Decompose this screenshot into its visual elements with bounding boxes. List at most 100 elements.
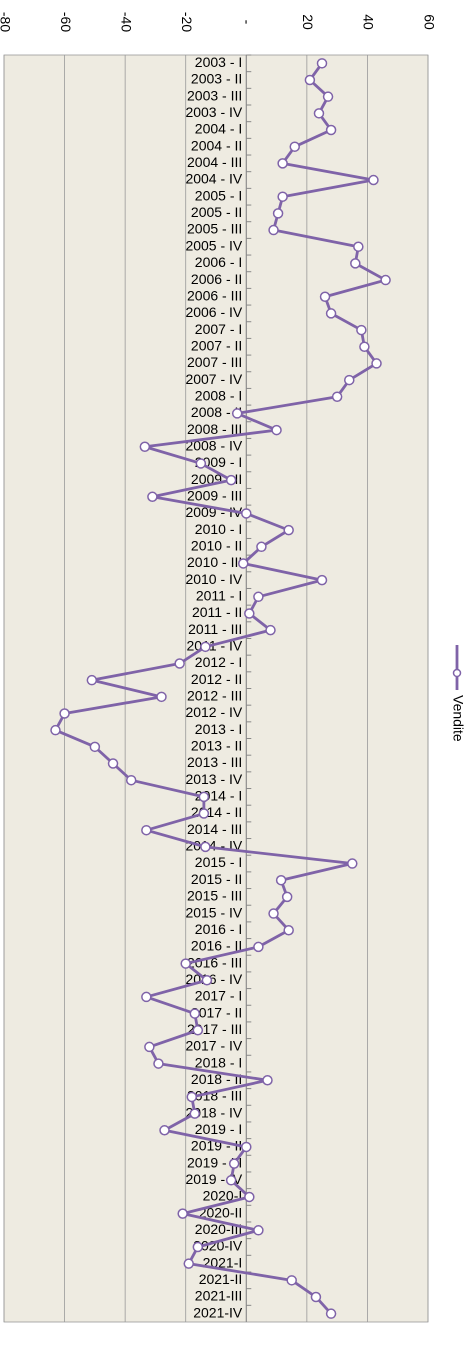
data-point <box>201 974 213 986</box>
x-tick-label: 2006 - IV <box>185 304 242 320</box>
data-point <box>198 808 210 819</box>
data-point <box>141 824 152 836</box>
data-point <box>183 1258 194 1269</box>
x-tick-label: 2012 - IV <box>185 704 242 720</box>
x-tick-label: 2012 - III <box>187 688 242 704</box>
data-point <box>141 991 152 1003</box>
data-point <box>253 1225 264 1236</box>
data-point <box>371 358 382 369</box>
x-tick-label: 2008 - II <box>191 404 242 420</box>
data-point <box>198 791 210 803</box>
data-point <box>319 291 331 302</box>
data-point <box>192 1241 204 1253</box>
data-point <box>177 1208 188 1219</box>
x-tick-label: 2007 - II <box>191 337 242 353</box>
x-tick-label: 2016 - II <box>191 938 242 954</box>
x-tick-label: 2013 - II <box>191 738 242 754</box>
x-tick-label: 2003 - III <box>187 87 242 103</box>
data-point <box>139 441 151 453</box>
data-point <box>359 341 370 352</box>
x-tick-label: 2013 - I <box>195 721 242 737</box>
data-point <box>277 191 288 202</box>
data-point <box>281 891 293 903</box>
x-tick-label: 2020-III <box>195 1221 242 1237</box>
data-point <box>325 124 337 136</box>
data-point <box>368 174 379 186</box>
data-point <box>238 558 249 569</box>
x-tick-label: 2012 - I <box>195 654 242 670</box>
data-point <box>189 1108 201 1119</box>
data-point <box>380 274 391 286</box>
data-point <box>304 74 316 86</box>
data-point <box>322 91 334 102</box>
data-point <box>265 624 276 636</box>
data-point <box>153 1058 164 1069</box>
data-point <box>244 608 255 619</box>
data-point <box>262 1075 273 1086</box>
data-point <box>228 1158 240 1169</box>
data-point <box>356 324 367 336</box>
x-tick-label: 2015 - II <box>191 871 242 887</box>
x-tick-label: 2008 - III <box>187 421 242 437</box>
data-point <box>241 508 252 519</box>
x-tick-label: 2008 - I <box>195 387 242 403</box>
x-tick-label: 2019 - III <box>187 1154 242 1170</box>
x-tick-label: 2016 - I <box>195 921 242 937</box>
data-point <box>286 1275 297 1286</box>
x-tick-label: 2015 - IV <box>185 904 242 920</box>
data-point <box>271 424 282 436</box>
x-tick-label: 2012 - II <box>191 671 242 687</box>
data-point <box>353 241 364 252</box>
x-tick-label: 2008 - IV <box>185 437 242 453</box>
x-tick-label: 2005 - IV <box>185 237 242 253</box>
x-tick-label: 2011 - I <box>196 588 242 604</box>
data-point <box>289 141 300 152</box>
data-point <box>89 741 101 753</box>
x-tick-label: 2013 - IV <box>185 771 242 787</box>
y-tick-label: -20 <box>179 12 195 32</box>
x-tick-label: 2020-I <box>203 1188 243 1204</box>
data-point <box>316 58 328 69</box>
x-tick-label: 2007 - I <box>195 321 242 337</box>
x-tick-label: 2017 - IV <box>185 1038 242 1054</box>
x-tick-label: 2010 - I <box>195 521 242 537</box>
data-point <box>107 758 119 769</box>
data-point <box>189 1008 201 1019</box>
data-point <box>253 941 264 953</box>
data-point <box>313 108 325 119</box>
data-point <box>225 1175 237 1186</box>
x-tick-label: 2015 - I <box>195 854 242 870</box>
data-point <box>50 724 61 736</box>
data-point <box>253 591 264 603</box>
data-point <box>147 491 158 503</box>
x-tick-label: 2018 - I <box>195 1054 242 1070</box>
data-point <box>268 908 279 919</box>
x-tick-label: 2006 - III <box>187 287 242 303</box>
data-point <box>344 374 355 386</box>
data-point <box>268 224 279 236</box>
x-tick-label: 2017 - I <box>195 988 242 1004</box>
x-tick-label: 2014 - III <box>187 821 242 837</box>
y-tick-label: 40 <box>361 14 377 30</box>
data-point <box>272 208 284 219</box>
x-tick-label: 2018 - III <box>187 1088 242 1104</box>
data-point <box>283 524 294 536</box>
data-point <box>186 1091 198 1103</box>
data-point <box>325 308 337 319</box>
x-tick-label: 2004 - I <box>195 121 242 137</box>
x-tick-label: 2011 - III <box>188 621 242 637</box>
x-tick-label: 2016 - III <box>187 954 242 970</box>
data-point <box>159 1125 170 1136</box>
data-point <box>225 474 237 486</box>
data-point <box>241 1141 252 1153</box>
x-tick-label: 2004 - II <box>191 137 242 153</box>
data-point <box>174 658 185 669</box>
data-point <box>316 574 328 586</box>
x-tick-label: 2010 - IV <box>185 571 242 587</box>
data-point <box>144 1041 155 1053</box>
y-tick-label: 60 <box>421 14 437 30</box>
x-tick-label: 2004 - IV <box>185 171 242 187</box>
data-point <box>283 924 294 936</box>
data-point <box>156 691 167 703</box>
